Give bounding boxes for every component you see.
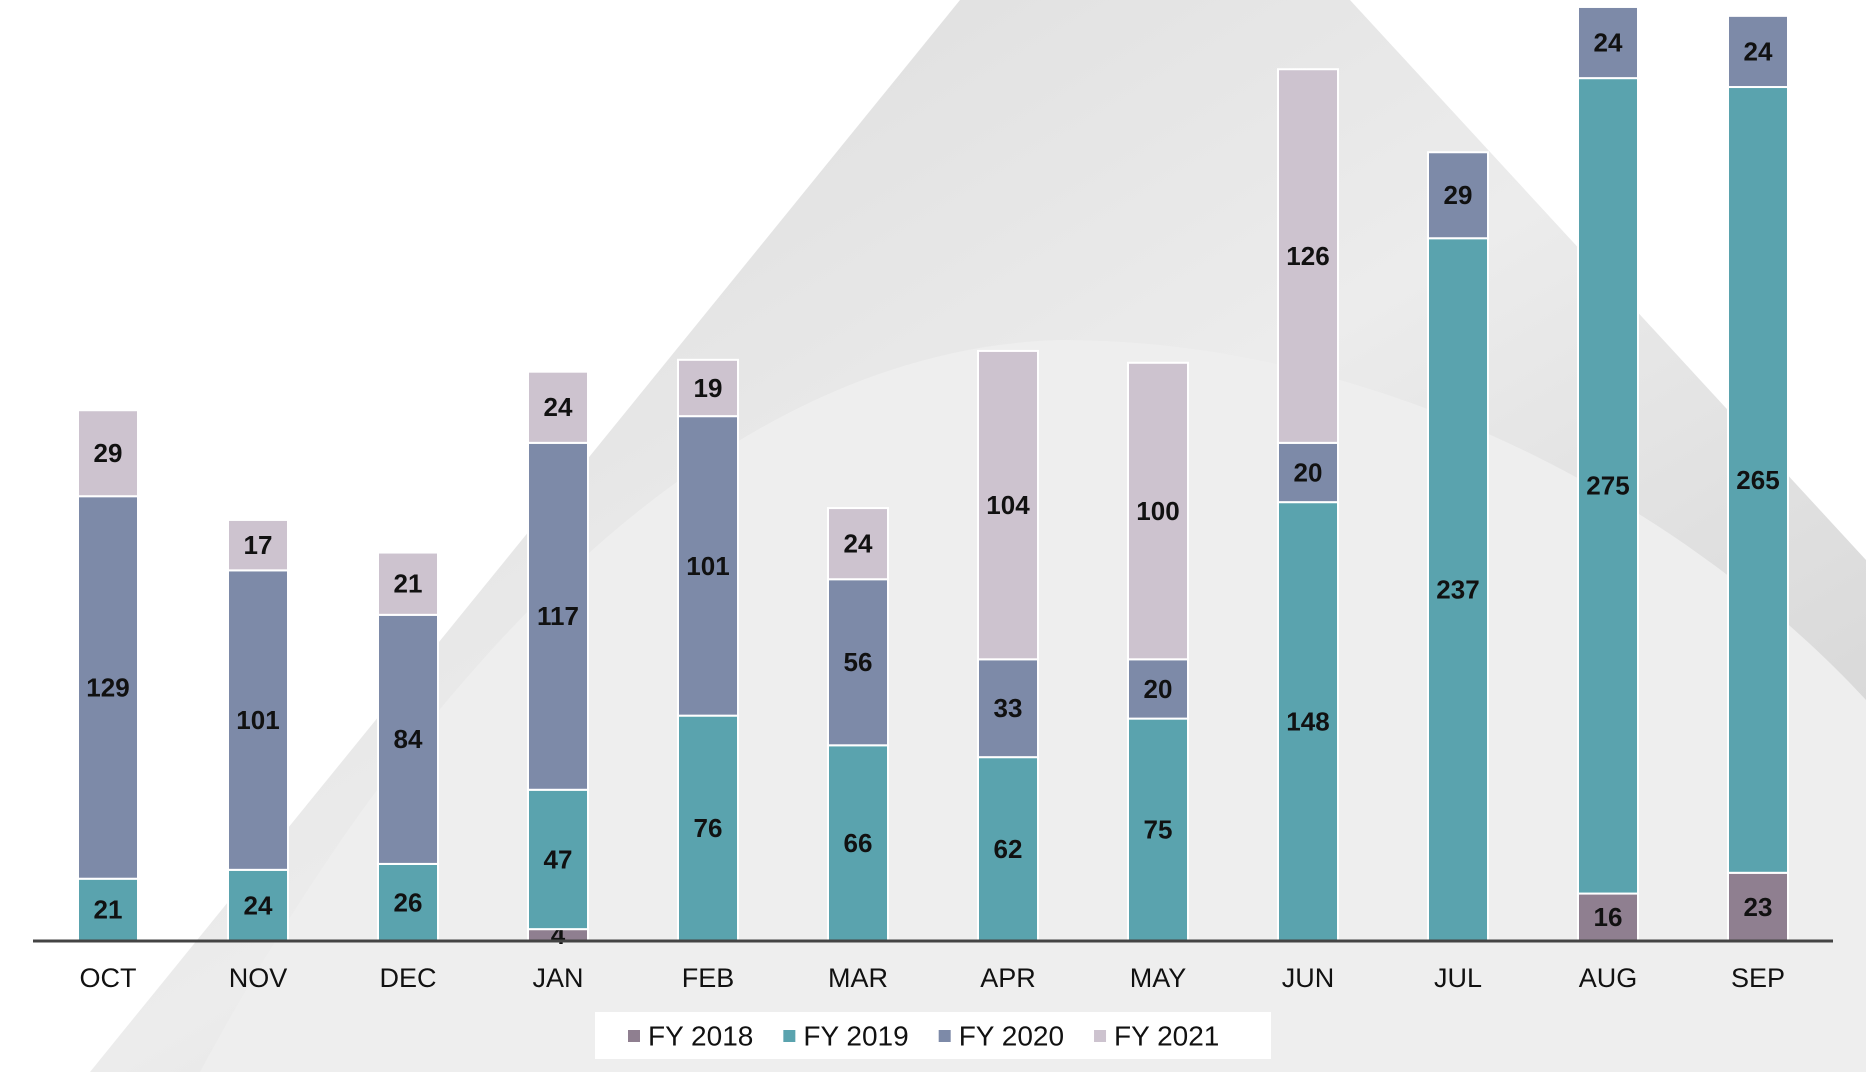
data-label: 75 bbox=[1144, 815, 1173, 845]
data-label: 24 bbox=[1744, 36, 1773, 66]
data-label: 20 bbox=[1294, 457, 1323, 487]
x-tick-label: APR bbox=[980, 963, 1036, 993]
legend-label: FY 2019 bbox=[803, 1020, 908, 1051]
data-label: 33 bbox=[994, 693, 1023, 723]
data-label: 24 bbox=[544, 392, 573, 422]
data-label: 21 bbox=[94, 895, 123, 925]
legend-label: FY 2018 bbox=[648, 1020, 753, 1051]
data-label: 47 bbox=[544, 844, 573, 874]
data-label: 237 bbox=[1436, 575, 1479, 605]
data-label: 117 bbox=[537, 601, 579, 631]
data-label: 84 bbox=[394, 724, 423, 754]
legend-label: FY 2021 bbox=[1114, 1020, 1219, 1051]
data-label: 24 bbox=[844, 529, 873, 559]
x-tick-label: JAN bbox=[532, 963, 583, 993]
legend-swatch bbox=[783, 1030, 795, 1042]
legend-swatch bbox=[939, 1030, 951, 1042]
data-label: 265 bbox=[1736, 465, 1779, 495]
data-label: 126 bbox=[1286, 241, 1329, 271]
x-tick-label: JUL bbox=[1434, 963, 1482, 993]
x-tick-label: JUN bbox=[1282, 963, 1335, 993]
data-label: 129 bbox=[86, 672, 129, 702]
data-label: 56 bbox=[844, 647, 873, 677]
data-label: 66 bbox=[844, 828, 873, 858]
data-label: 20 bbox=[1144, 674, 1173, 704]
data-label: 21 bbox=[394, 569, 423, 599]
data-label: 19 bbox=[694, 373, 723, 403]
data-label: 16 bbox=[1594, 902, 1623, 932]
data-label: 101 bbox=[236, 705, 279, 735]
legend-swatch bbox=[628, 1030, 640, 1042]
data-label: 62 bbox=[994, 834, 1023, 864]
chart: 2112929OCT2410117NOV268421DEC44711724JAN… bbox=[0, 0, 1866, 1072]
data-label: 100 bbox=[1136, 496, 1179, 526]
x-tick-label: DEC bbox=[379, 963, 436, 993]
data-label: 104 bbox=[986, 490, 1030, 520]
data-label: 24 bbox=[244, 890, 273, 920]
data-label: 275 bbox=[1586, 471, 1629, 501]
data-label: 29 bbox=[1444, 180, 1473, 210]
x-tick-label: MAY bbox=[1130, 963, 1187, 993]
data-label: 26 bbox=[394, 887, 423, 917]
data-label: 17 bbox=[244, 530, 273, 560]
x-tick-label: AUG bbox=[1579, 963, 1638, 993]
data-label: 24 bbox=[1594, 27, 1623, 57]
legend-swatch bbox=[1094, 1030, 1106, 1042]
data-label: 29 bbox=[94, 438, 123, 468]
data-label: 148 bbox=[1286, 706, 1329, 736]
legend-label: FY 2020 bbox=[959, 1020, 1064, 1051]
x-tick-label: NOV bbox=[229, 963, 288, 993]
data-label: 101 bbox=[686, 551, 729, 581]
x-tick-label: OCT bbox=[80, 963, 137, 993]
data-label: 76 bbox=[694, 813, 723, 843]
x-tick-label: MAR bbox=[828, 963, 888, 993]
x-tick-label: FEB bbox=[682, 963, 735, 993]
x-tick-label: SEP bbox=[1731, 963, 1785, 993]
data-label: 23 bbox=[1744, 892, 1773, 922]
